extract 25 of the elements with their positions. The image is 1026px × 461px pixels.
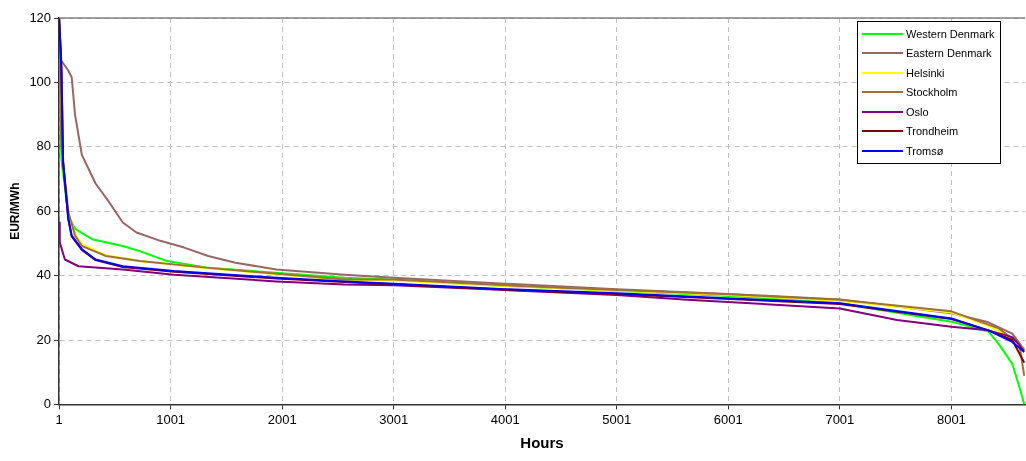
y-tick-label: 60 [36, 202, 52, 218]
legend-label: Oslo [906, 105, 929, 118]
x-tick-label: 5001 [602, 411, 632, 427]
x-tick-label: 4001 [490, 411, 520, 427]
x-tick-label: 8001 [936, 411, 966, 427]
y-axis-title: EUR/MWh [7, 182, 22, 240]
x-tick-label: 2001 [267, 411, 297, 427]
legend-label: Helsinki [906, 66, 945, 79]
y-tick-label: 80 [36, 138, 52, 154]
legend-label: Stockholm [906, 86, 958, 99]
y-tick-label: 100 [29, 73, 52, 89]
x-tick-label: 1 [55, 411, 63, 427]
legend-label: Western Denmark [906, 27, 995, 40]
y-tick-label: 40 [36, 267, 52, 283]
x-tick-label: 7001 [825, 411, 855, 427]
legend-label: Trondheim [906, 125, 959, 138]
x-axis-title: Hours [520, 434, 564, 452]
y-tick-label: 20 [36, 331, 52, 347]
x-tick-label: 6001 [713, 411, 743, 427]
legend-label: Eastern Denmark [906, 47, 992, 60]
y-tick-label: 120 [29, 9, 52, 25]
y-tick-label: 0 [43, 395, 52, 411]
legend-label: Tromsø [906, 144, 944, 157]
x-tick-label: 1001 [156, 411, 186, 427]
x-tick-label: 3001 [379, 411, 409, 427]
